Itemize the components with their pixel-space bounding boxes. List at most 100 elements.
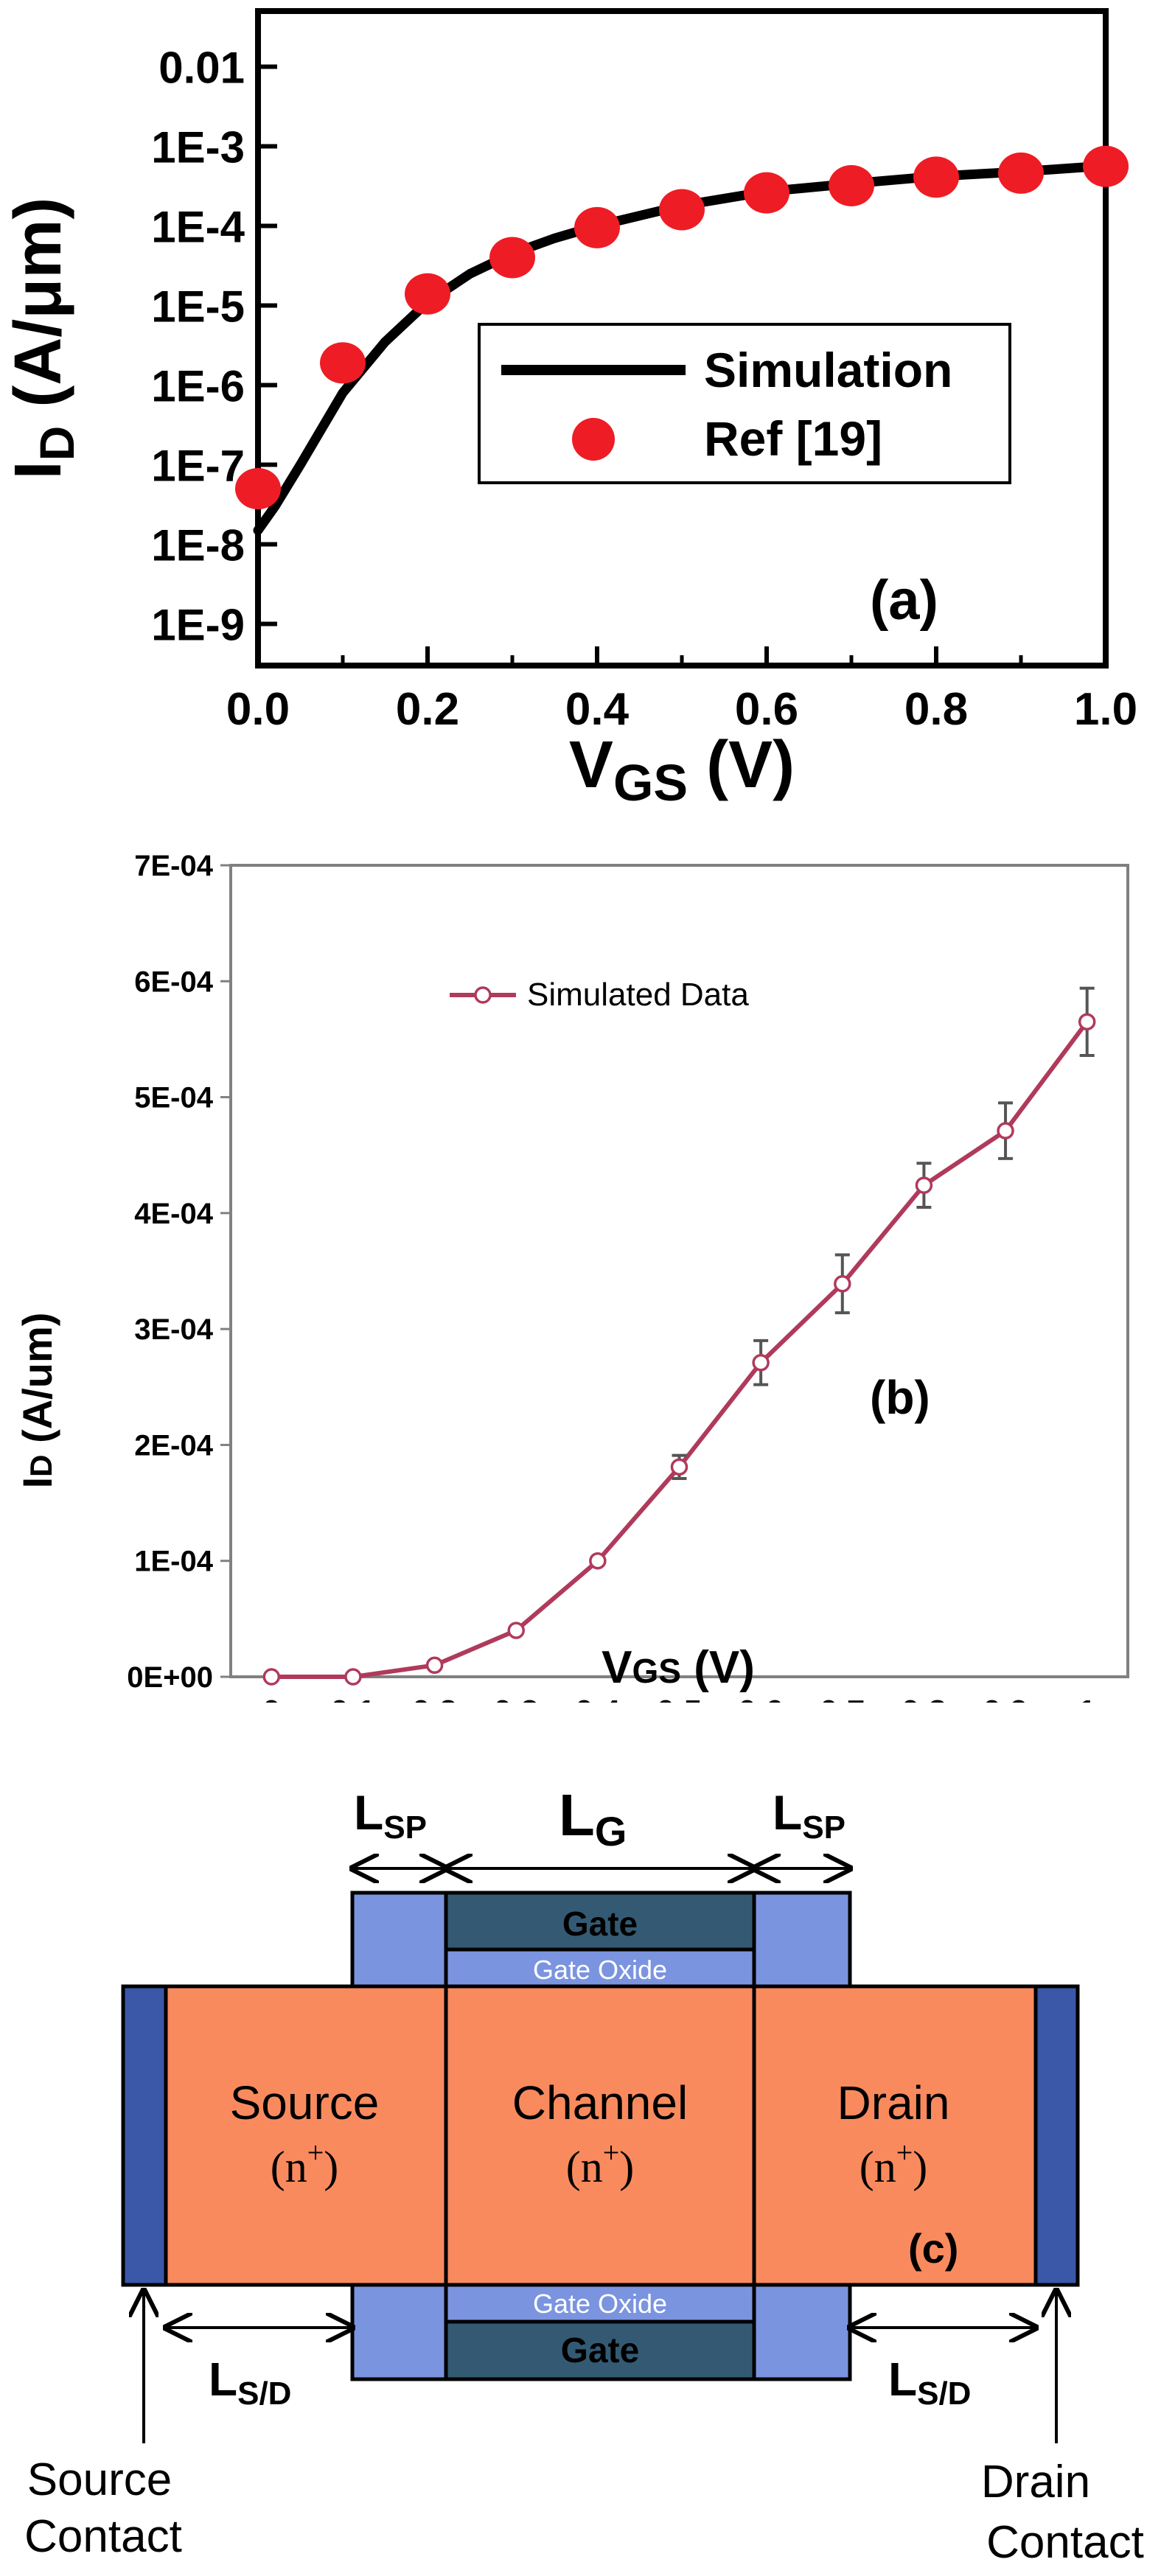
x-tick-label-a: 0.0 <box>226 684 290 735</box>
simulated-marker <box>589 1551 607 1570</box>
y-tick-label-a: 1E-7 <box>151 441 245 491</box>
simulated-marker <box>834 1275 851 1293</box>
simulation-line <box>253 161 1111 535</box>
x-tick-label-b: 0.4 <box>575 1694 621 1703</box>
axis-ticks-b: 0E+00 1E-04 2E-04 3E-04 4E-04 5E-04 6E-04 7E-04… <box>127 850 1096 1703</box>
legend-marker-ref <box>572 418 615 461</box>
y-tick-label-b: 6E-04 <box>134 966 213 998</box>
y-tick-label-b: 5E-04 <box>134 1082 213 1114</box>
simulated-marker <box>262 1668 281 1686</box>
y-tick-label-a: 1E-8 <box>151 521 245 570</box>
y-tick-label-a: 1E-9 <box>151 601 245 650</box>
source-doping-label: (n+) <box>271 2136 339 2191</box>
drain-contact-label-1: Drain <box>981 2457 1090 2507</box>
x-tick-label-b: 0.3 <box>494 1694 539 1703</box>
ref-marker <box>913 156 959 198</box>
series-a <box>235 145 1129 535</box>
source-label: Source <box>230 2076 380 2129</box>
panel-a-chart: 0.0 0.2 0.4 0.6 0.8 1.0 1E-9 1E-8 1E-7 1E-6 1E-5 1E… <box>1 8 1137 811</box>
x-tick-label-a: 1.0 <box>1074 684 1137 735</box>
bottom-gate-label: Gate <box>561 2331 640 2370</box>
x-tick-label-b: 0.7 <box>820 1694 865 1703</box>
y-tick-label-b: 2E-04 <box>134 1429 213 1462</box>
simulated-marker <box>997 1122 1014 1139</box>
simulated-marker <box>1078 1013 1096 1031</box>
x-axis-label-a: VGS (V) <box>569 728 795 811</box>
y-tick-label-a: 1E-6 <box>151 362 245 411</box>
x-tick-label-b: 0.9 <box>983 1694 1028 1703</box>
dim-label-lsp-left: LSP <box>354 1785 427 1846</box>
y-tick-label-b: 0E+00 <box>127 1661 213 1694</box>
y-axis-label-a: ID (A/μm) <box>1 198 84 480</box>
x-tick-label-b: 0.2 <box>412 1694 457 1703</box>
y-tick-label-b: 7E-04 <box>134 850 213 882</box>
x-tick-label-b: 0.6 <box>739 1694 784 1703</box>
simulated-marker <box>752 1354 770 1372</box>
drain-contact <box>1033 1984 1080 2287</box>
y-tick-label-a: 1E-3 <box>151 122 245 172</box>
series-b <box>262 986 1096 1686</box>
bottom-gate-oxide <box>444 2283 756 2324</box>
drain-label: Drain <box>837 2076 950 2129</box>
drain-contact-label-2: Contact <box>986 2517 1144 2568</box>
source-contact <box>121 1984 168 2287</box>
dim-label-lsd-left: LS/D <box>209 2353 291 2412</box>
y-tick-label-a: 1E-5 <box>151 282 245 332</box>
bottom-gate <box>444 2320 756 2381</box>
simulated-line <box>271 1020 1089 1679</box>
top-gate-oxide-label: Gate Oxide <box>533 1955 667 1985</box>
bottom-gate-oxide-label: Gate Oxide <box>533 2289 667 2319</box>
top-gate-label: Gate <box>562 1905 638 1943</box>
channel-doping-label: (n+) <box>566 2136 635 2191</box>
legend-label-ref: Ref [19] <box>704 411 882 466</box>
top-spacer-left <box>350 1891 448 1989</box>
plot-frame-b <box>229 864 1129 1678</box>
device-diagram: Gate Gate Oxide Gate Oxide Gate Source (… <box>24 1782 1144 2568</box>
bottom-spacer-left <box>350 2283 448 2381</box>
legend-a: Simulation Ref [19] <box>478 323 1011 484</box>
ref-marker <box>405 273 450 315</box>
ref-marker <box>998 152 1044 194</box>
axis-ticks-a: 0.0 0.2 0.4 0.6 0.8 1.0 1E-9 1E-8 1E-7 1E-6 1E-5 1E… <box>151 43 1137 735</box>
panel-label-c: (c) <box>908 2225 958 2272</box>
legend-b: Simulated Data <box>450 977 749 1013</box>
ref-marker <box>235 468 281 510</box>
x-tick-label-b: 0.8 <box>902 1694 946 1703</box>
y-tick-label-b: 3E-04 <box>134 1313 213 1346</box>
x-tick-label-b: 0 <box>262 1694 280 1703</box>
simulated-marker <box>670 1458 688 1476</box>
top-gate <box>444 1891 756 1952</box>
source-contact-label-1: Source <box>27 2454 172 2505</box>
ref-marker <box>489 237 535 279</box>
ref-marker <box>659 189 705 231</box>
drain-doping-label: (n+) <box>860 2136 928 2191</box>
bottom-spacer-right <box>752 2283 852 2381</box>
x-tick-label-a: 0.2 <box>396 684 459 735</box>
x-tick-label-b: 0.5 <box>657 1694 702 1703</box>
legend-box-a <box>478 323 1011 484</box>
legend-label-simulation: Simulation <box>704 343 952 397</box>
y-tick-label-b: 4E-04 <box>134 1198 213 1230</box>
source-contact-label-2: Contact <box>24 2511 182 2562</box>
top-gate-oxide <box>444 1947 756 1989</box>
simulated-marker <box>915 1176 933 1194</box>
ref-marker <box>829 164 874 206</box>
ref-marker <box>744 172 789 214</box>
channel-label: Channel <box>512 2076 688 2129</box>
ref-marker <box>320 342 366 384</box>
x-tick-label-a: 0.4 <box>565 684 630 735</box>
y-tick-label-a: 0.01 <box>158 43 245 92</box>
y-tick-label-b: 1E-04 <box>134 1546 213 1578</box>
dim-label-lsp-right: LSP <box>773 1785 846 1846</box>
panel-label-b: (b) <box>870 1371 930 1424</box>
x-tick-label-b: 0.1 <box>330 1694 375 1703</box>
simulated-marker <box>507 1622 525 1639</box>
top-spacer-right <box>752 1891 852 1989</box>
panel-b-chart: 0E+00 1E-04 2E-04 3E-04 4E-04 5E-04 6E-04 7E-04… <box>127 850 1129 1703</box>
dim-label-lsd-right: LS/D <box>888 2353 971 2412</box>
dim-label-lg: LG <box>559 1782 627 1854</box>
ref-marker <box>574 206 620 248</box>
legend-marker-simulated <box>474 986 492 1004</box>
simulated-marker <box>425 1656 444 1675</box>
legend-label-simulated: Simulated Data <box>527 977 749 1013</box>
